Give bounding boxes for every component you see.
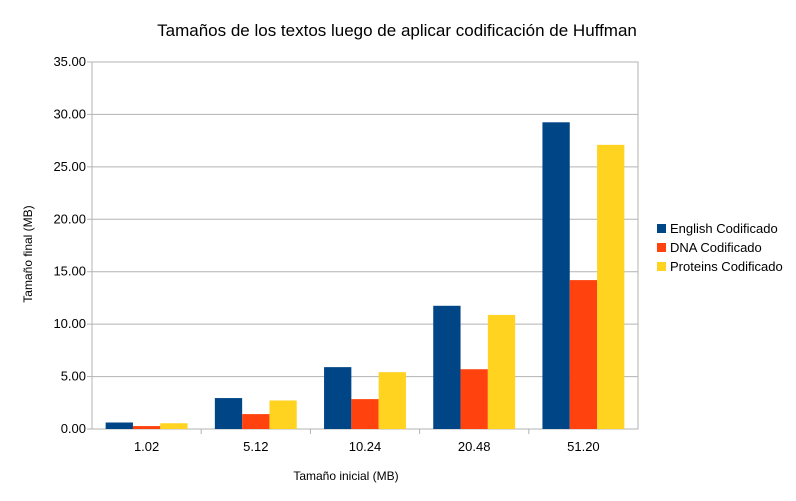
bar-dna-codificado — [351, 399, 379, 429]
y-tick-label: 5.00 — [61, 369, 86, 384]
y-tick-label: 20.00 — [53, 211, 86, 226]
bar-english-codificado — [214, 398, 243, 429]
legend-swatch — [657, 262, 666, 271]
x-tick-label: 5.12 — [243, 439, 268, 454]
legend-swatch — [657, 243, 666, 252]
bar-proteins-codificado — [269, 400, 297, 429]
x-axis-ticks: 1.02 5.12 10.24 20.48 51.20 — [134, 439, 600, 454]
x-tick-label: 1.02 — [134, 439, 159, 454]
bar-proteins-codificado — [378, 372, 406, 429]
x-tick-label: 10.24 — [349, 439, 382, 454]
legend: English Codificado DNA Codificado Proteins… — [657, 221, 783, 274]
bar-dna-codificado — [460, 369, 488, 429]
y-tick-label: 35.00 — [53, 54, 86, 69]
legend-swatch — [657, 224, 666, 233]
y-tick-label: 15.00 — [53, 264, 86, 279]
legend-label: Proteins Codificado — [670, 259, 783, 274]
chart-title: Tamaños de los textos luego de aplicar c… — [157, 21, 637, 40]
y-tick-label: 30.00 — [53, 106, 86, 121]
x-tick-label: 51.20 — [567, 439, 600, 454]
y-tick-label: 25.00 — [53, 159, 86, 174]
y-tick-label: 10.00 — [53, 316, 86, 331]
y-axis-ticks: 0.00 5.00 10.00 15.00 20.00 25.00 30.00 35.00 — [53, 54, 86, 436]
bar-english-codificado — [105, 422, 133, 429]
x-tick-label: 20.48 — [458, 439, 491, 454]
legend-label: DNA Codificado — [670, 240, 762, 255]
bar-english-codificado — [324, 367, 352, 429]
y-tick-label: 0.00 — [61, 421, 86, 436]
gridlines — [87, 61, 639, 434]
bars — [105, 122, 625, 430]
legend-label: English Codificado — [670, 221, 778, 236]
bar-proteins-codificado — [597, 144, 625, 429]
bar-proteins-codificado — [487, 314, 516, 429]
y-axis-label: Tamaño final (MB) — [21, 205, 35, 302]
bar-english-codificado — [542, 122, 570, 430]
x-axis-label: Tamaño inicial (MB) — [293, 469, 398, 483]
bar-english-codificado — [433, 305, 461, 429]
bar-dna-codificado — [132, 426, 161, 429]
bar-dna-codificado — [242, 414, 270, 429]
bar-dna-codificado — [569, 280, 598, 429]
bar-proteins-codificado — [160, 423, 188, 429]
